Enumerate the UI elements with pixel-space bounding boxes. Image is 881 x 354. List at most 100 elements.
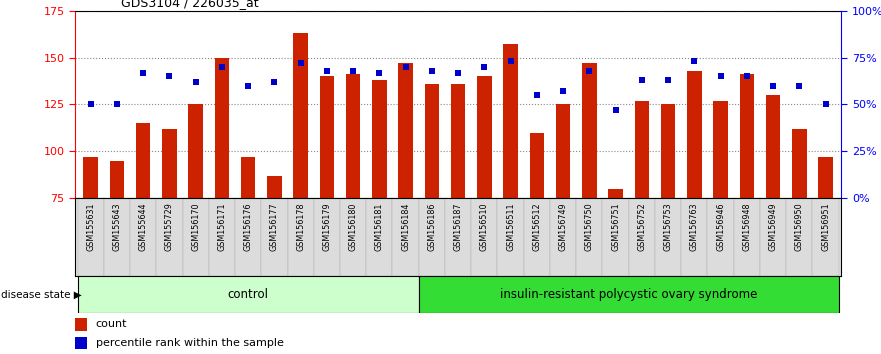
Text: GSM156177: GSM156177 [270, 202, 279, 251]
Text: GSM156180: GSM156180 [349, 202, 358, 251]
Bar [393, 198, 418, 276]
Point [661, 77, 675, 83]
Bar [471, 198, 498, 276]
Bar [366, 198, 393, 276]
Point [635, 77, 649, 83]
Point [556, 88, 570, 94]
Point [451, 70, 465, 75]
Text: GSM156753: GSM156753 [663, 202, 672, 251]
Bar [320, 76, 334, 198]
Bar [372, 80, 387, 198]
Point [714, 74, 728, 79]
Bar [156, 198, 182, 276]
Bar [162, 129, 176, 198]
Text: GSM155631: GSM155631 [86, 202, 95, 251]
Bar [786, 198, 812, 276]
Text: GSM156170: GSM156170 [191, 202, 200, 251]
Bar [629, 198, 655, 276]
Bar [529, 133, 544, 198]
Bar [576, 198, 603, 276]
Bar [498, 198, 523, 276]
Bar [445, 198, 471, 276]
Bar [661, 104, 676, 198]
Text: percentile rank within the sample: percentile rank within the sample [95, 338, 284, 348]
Text: GSM155729: GSM155729 [165, 202, 174, 251]
Bar [267, 176, 282, 198]
Text: GSM156187: GSM156187 [454, 202, 463, 251]
Bar [792, 129, 807, 198]
Bar [812, 198, 839, 276]
Point [398, 64, 412, 70]
Text: GSM156186: GSM156186 [427, 202, 436, 251]
Bar [582, 63, 596, 198]
Point [267, 79, 281, 85]
Bar [687, 71, 701, 198]
Text: GSM156752: GSM156752 [637, 202, 647, 251]
Bar [398, 63, 413, 198]
Bar [104, 198, 130, 276]
Bar [451, 84, 465, 198]
Bar [556, 104, 570, 198]
Point [162, 74, 176, 79]
Text: count: count [95, 320, 127, 330]
Point [478, 64, 492, 70]
Bar [262, 198, 287, 276]
Text: GSM155643: GSM155643 [113, 202, 122, 251]
Text: GSM156510: GSM156510 [480, 202, 489, 251]
Point [293, 60, 307, 66]
Bar [78, 198, 104, 276]
Bar [418, 276, 839, 313]
Point [215, 64, 229, 70]
Bar [503, 44, 518, 198]
Bar [314, 198, 340, 276]
Point [687, 58, 701, 64]
Point [373, 70, 387, 75]
Bar [760, 198, 786, 276]
Point [84, 102, 98, 107]
Point [320, 68, 334, 74]
Bar [189, 104, 203, 198]
Text: GSM156512: GSM156512 [532, 202, 541, 251]
Bar [418, 198, 445, 276]
Point [582, 68, 596, 74]
Text: GSM156749: GSM156749 [559, 202, 567, 251]
Bar [346, 74, 360, 198]
Bar [287, 198, 314, 276]
Text: GSM156763: GSM156763 [690, 202, 699, 251]
Bar [293, 33, 307, 198]
Point [110, 102, 124, 107]
Text: GSM156171: GSM156171 [218, 202, 226, 251]
Text: GSM156951: GSM156951 [821, 202, 830, 251]
Point [425, 68, 439, 74]
Bar [241, 157, 255, 198]
Bar [609, 189, 623, 198]
Bar [714, 101, 728, 198]
Bar [734, 198, 760, 276]
Text: GSM156181: GSM156181 [375, 202, 384, 251]
Bar [136, 123, 151, 198]
Point [189, 79, 203, 85]
Bar [425, 84, 439, 198]
Text: GSM156946: GSM156946 [716, 202, 725, 251]
Bar [75, 318, 87, 331]
Bar [109, 161, 124, 198]
Bar [478, 76, 492, 198]
Text: disease state ▶: disease state ▶ [1, 290, 82, 300]
Bar [75, 337, 87, 349]
Text: GSM156949: GSM156949 [768, 202, 778, 251]
Point [504, 58, 518, 64]
Bar [235, 198, 262, 276]
Text: GSM156511: GSM156511 [506, 202, 515, 251]
Bar [523, 198, 550, 276]
Text: GDS3104 / 226035_at: GDS3104 / 226035_at [121, 0, 258, 10]
Point [346, 68, 360, 74]
Point [241, 83, 255, 88]
Bar [655, 198, 681, 276]
Text: GSM155644: GSM155644 [138, 202, 148, 251]
Text: GSM156948: GSM156948 [743, 202, 751, 251]
Text: GSM156179: GSM156179 [322, 202, 331, 251]
Text: insulin-resistant polycystic ovary syndrome: insulin-resistant polycystic ovary syndr… [500, 288, 758, 301]
Bar [707, 198, 734, 276]
Text: GSM156184: GSM156184 [401, 202, 411, 251]
Bar [740, 74, 754, 198]
